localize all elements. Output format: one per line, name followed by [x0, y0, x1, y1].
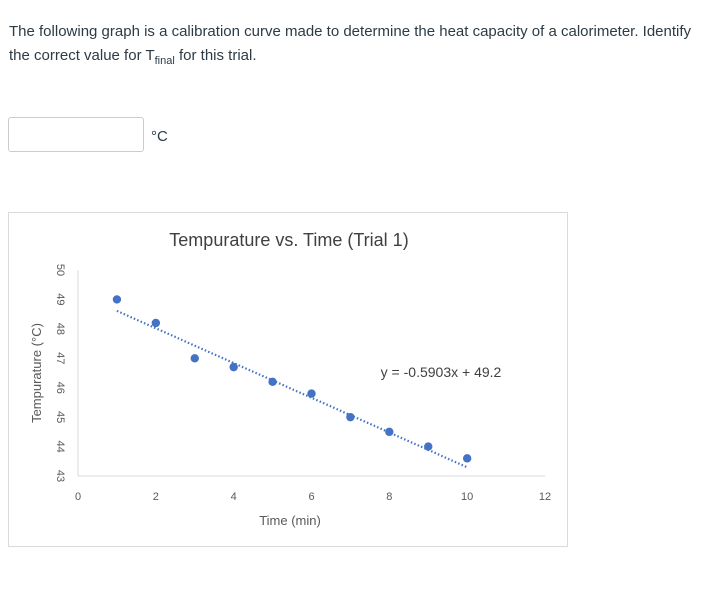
y-tick-label: 48	[54, 323, 66, 335]
y-axis-title: Tempurature (°C)	[29, 323, 44, 423]
x-tick-label: 0	[75, 491, 81, 503]
x-tick-label: 8	[386, 491, 392, 503]
question-subscript: final	[154, 55, 175, 67]
temperature-time-chart: Tempurature vs. Time (Trial 1)0 2 4 6 8 10 124…	[29, 230, 551, 528]
answer-input[interactable]	[8, 117, 144, 152]
y-tick-label: 50	[54, 264, 66, 276]
x-tick-label: 4	[231, 491, 237, 503]
trendline	[116, 309, 468, 469]
data-point	[151, 318, 161, 328]
x-axis-title: Time (min)	[259, 513, 321, 528]
data-point	[424, 442, 433, 451]
question-text: The following graph is a calibration cur…	[9, 20, 694, 68]
y-tick-label: 43	[54, 470, 66, 482]
chart-title: Tempurature vs. Time (Trial 1)	[169, 230, 408, 250]
chart-container: Tempurature vs. Time (Trial 1) 0 2 4 6 8 10 12 4…	[8, 212, 568, 547]
data-point	[346, 412, 355, 422]
x-tick-label: 10	[461, 491, 473, 503]
y-tick-label: 44	[54, 440, 66, 452]
y-tick-label: 46	[54, 382, 66, 394]
x-tick-label: 12	[539, 491, 551, 503]
question-text-after: for this trial.	[174, 47, 257, 64]
trendline-equation: y = -0.5903x + 49.2	[381, 364, 502, 380]
data-point	[229, 362, 238, 372]
y-tick-label: 49	[54, 293, 66, 305]
data-point	[385, 427, 394, 437]
y-tick-label: 45	[54, 411, 66, 423]
question-text-before: The following graph is a calibration cur…	[9, 23, 692, 64]
data-point	[307, 389, 316, 398]
data-point	[112, 295, 122, 304]
x-tick-label: 2	[153, 491, 159, 503]
unit-label: °C	[151, 128, 168, 145]
data-point	[190, 354, 199, 363]
y-tick-label: 47	[54, 352, 66, 364]
data-point	[462, 454, 472, 463]
data-point	[268, 377, 277, 387]
x-tick-label: 6	[308, 491, 314, 503]
